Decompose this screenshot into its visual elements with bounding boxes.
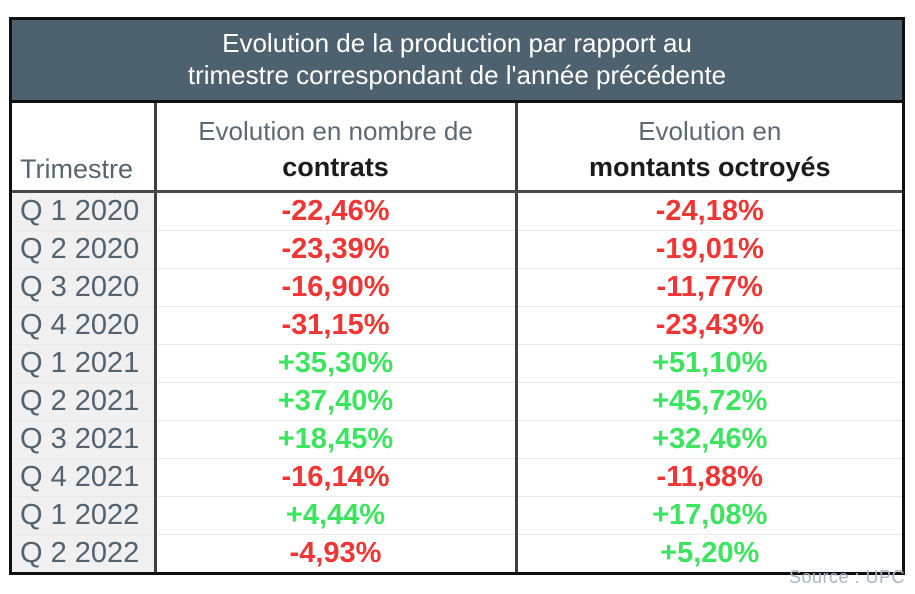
table-row: Q 4 2020 -31,15% -23,43% [12,306,902,345]
cell-montants: -11,88% [516,458,902,497]
col-header-montants-line2: montants octroyés [588,152,831,182]
col-header-trimestre: Trimestre [12,103,157,193]
table-title: Evolution de la production par rapport a… [12,20,902,103]
source-label: Source : UPC [788,567,905,587]
row-trimestre: Q 3 2020 [12,268,157,307]
table-row: Q 1 2022 +4,44% +17,08% [12,496,902,535]
cell-montants: +17,08% [516,496,902,535]
table-row: Q 1 2021 +35,30% +51,10% [12,344,902,383]
row-trimestre: Q 2 2021 [12,382,157,421]
col-header-contrats-line2: contrats [282,152,389,182]
data-table: Trimestre Evolution en nombre de contrat… [12,103,902,572]
row-trimestre: Q 1 2022 [12,496,157,535]
table-body: Q 1 2020 -22,46% -24,18% Q 2 2020 -23,39… [12,191,902,572]
table-row: Q 2 2021 +37,40% +45,72% [12,382,902,421]
cell-contrats: -16,14% [155,458,518,497]
row-trimestre: Q 1 2021 [12,344,157,383]
cell-contrats: +37,40% [155,382,518,421]
table-row: Q 3 2020 -16,90% -11,77% [12,268,902,307]
table-row: Q 2 2022 -4,93% +5,20% [12,534,902,572]
table-row: Q 3 2021 +18,45% +32,46% [12,420,902,459]
cell-contrats: -22,46% [155,191,518,231]
col-header-contrats: Evolution en nombre de contrats [155,103,518,193]
cell-contrats: -31,15% [155,306,518,345]
evolution-table: Evolution de la production par rapport a… [9,17,905,575]
table-row: Q 2 2020 -23,39% -19,01% [12,230,902,269]
cell-montants: +5,20% [516,534,902,572]
cell-contrats: +35,30% [155,344,518,383]
cell-contrats: +4,44% [155,496,518,535]
cell-montants: -23,43% [516,306,902,345]
cell-montants: -24,18% [516,191,902,231]
table-row: Q 4 2021 -16,14% -11,88% [12,458,902,497]
cell-contrats: -4,93% [155,534,518,572]
cell-montants: +32,46% [516,420,902,459]
table-title-line1: Evolution de la production par rapport a… [222,28,692,58]
col-header-montants-line1: Evolution en [638,116,782,146]
cell-contrats: +18,45% [155,420,518,459]
cell-contrats: -16,90% [155,268,518,307]
row-trimestre: Q 1 2020 [12,191,157,231]
row-trimestre: Q 4 2021 [12,458,157,497]
row-trimestre: Q 2 2022 [12,534,157,572]
col-header-montants: Evolution en montants octroyés [516,103,902,193]
cell-montants: -19,01% [516,230,902,269]
row-trimestre: Q 3 2021 [12,420,157,459]
header-row: Trimestre Evolution en nombre de contrat… [12,103,902,193]
cell-montants: +51,10% [516,344,902,383]
row-trimestre: Q 2 2020 [12,230,157,269]
row-trimestre: Q 4 2020 [12,306,157,345]
cell-montants: -11,77% [516,268,902,307]
table-title-line2: trimestre correspondant de l'année précé… [187,60,727,90]
table-row: Q 1 2020 -22,46% -24,18% [12,191,902,231]
cell-contrats: -23,39% [155,230,518,269]
cell-montants: +45,72% [516,382,902,421]
col-header-contrats-line1: Evolution en nombre de [198,116,473,146]
